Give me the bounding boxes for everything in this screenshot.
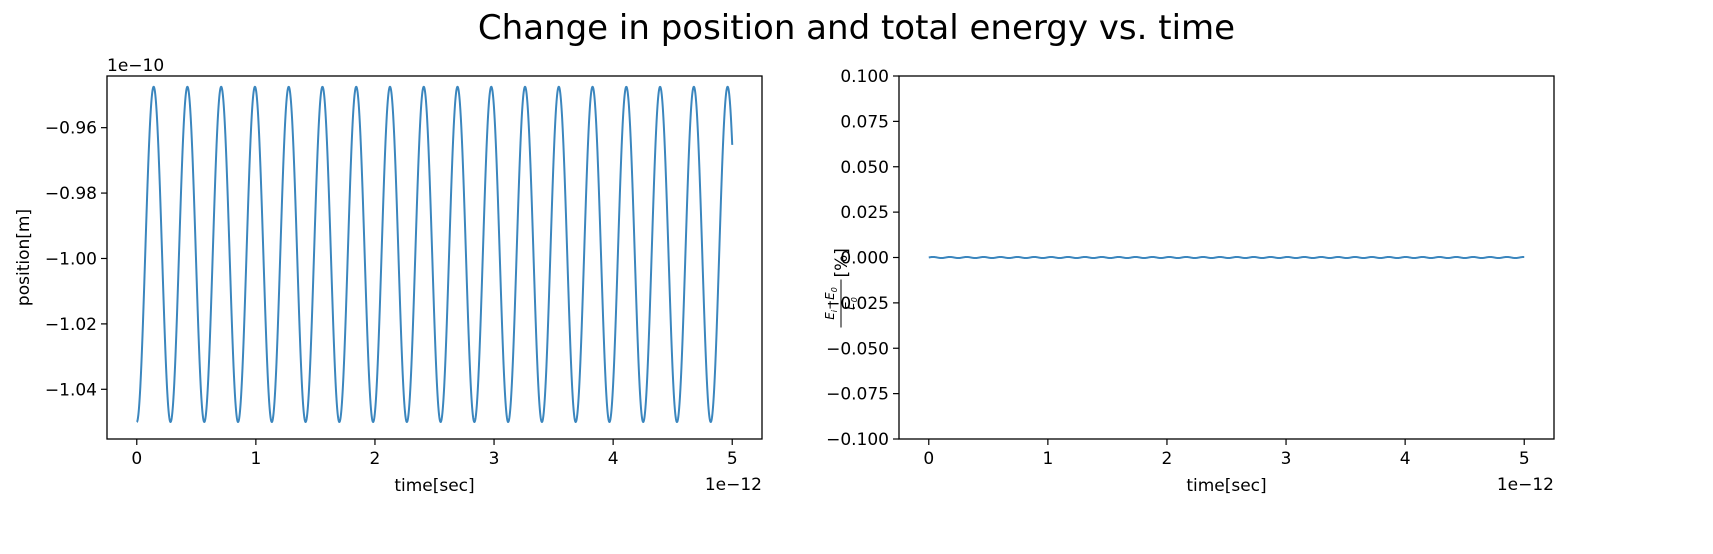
- y-axis-label: position[m]: [14, 209, 34, 306]
- y-label-den-e: E: [843, 302, 857, 310]
- y-tick-label: −1.04: [45, 380, 97, 400]
- x-axis-label: time[sec]: [394, 476, 474, 496]
- series-line-0: [135, 85, 734, 423]
- y-label-unit: [%]: [832, 248, 852, 277]
- x-tick-label: 4: [608, 449, 619, 469]
- y-tick-label: −1.00: [45, 249, 97, 269]
- y-offset-label: 1e−10: [107, 56, 164, 76]
- plot-frame: [106, 75, 763, 440]
- y-tick-label: 0.025: [840, 203, 889, 223]
- y-tick-label: 0.075: [840, 112, 889, 132]
- x-tick-label: 0: [923, 449, 934, 469]
- position-chart: 0 1 2 3 4 5 −1.04 −1.02 −1.00 −0.98 −0.96 time[sec]…: [14, 56, 763, 496]
- y-label-num2-sub: 0: [830, 287, 839, 292]
- energy-chart: 0 1 2 3 4 5−0.100−0.075−0.050−0.0250.0000.025…: [823, 67, 1555, 496]
- y-label-minus: −: [823, 300, 837, 310]
- x-tick-label: 0: [131, 449, 142, 469]
- y-tick-label: −0.075: [826, 385, 889, 405]
- y-tick-label: −0.050: [826, 339, 889, 359]
- y-tick-label: −0.96: [45, 119, 97, 139]
- x-offset-label: 1e−12: [705, 475, 762, 495]
- y-tick-label: 0.100: [840, 67, 889, 87]
- x-tick-label: 3: [1281, 449, 1292, 469]
- y-label-num-e2: E: [823, 292, 837, 300]
- y-tick-label: −0.100: [826, 430, 889, 450]
- x-axis-label: time[sec]: [1186, 476, 1266, 496]
- y-tick-label: 0.000: [840, 249, 889, 269]
- series-line-0: [927, 255, 1526, 260]
- x-tick-label: 3: [489, 449, 500, 469]
- y-label-denominator: E0: [843, 297, 859, 310]
- y-label-num-e: E: [823, 312, 837, 320]
- x-tick-label: 1: [1042, 449, 1053, 469]
- y-label-den-sub: 0: [850, 297, 859, 302]
- y-tick-label: −0.025: [826, 294, 889, 314]
- y-label-numerator: Ei−E0: [823, 287, 839, 320]
- x-tick-label: 5: [1519, 449, 1530, 469]
- x-tick-label: 2: [1162, 449, 1173, 469]
- x-tick-label: 1: [250, 449, 261, 469]
- y-tick-label: −0.98: [45, 184, 97, 204]
- x-offset-label: 1e−12: [1497, 475, 1554, 495]
- x-tick-label: 4: [1400, 449, 1411, 469]
- x-tick-label: 5: [727, 449, 738, 469]
- y-tick-label: −1.02: [45, 315, 97, 335]
- figure-title: Change in position and total energy vs. …: [477, 8, 1236, 48]
- x-tick-label: 2: [370, 449, 381, 469]
- y-tick-label: 0.050: [840, 158, 889, 178]
- y-label-num-sub: i: [830, 309, 839, 312]
